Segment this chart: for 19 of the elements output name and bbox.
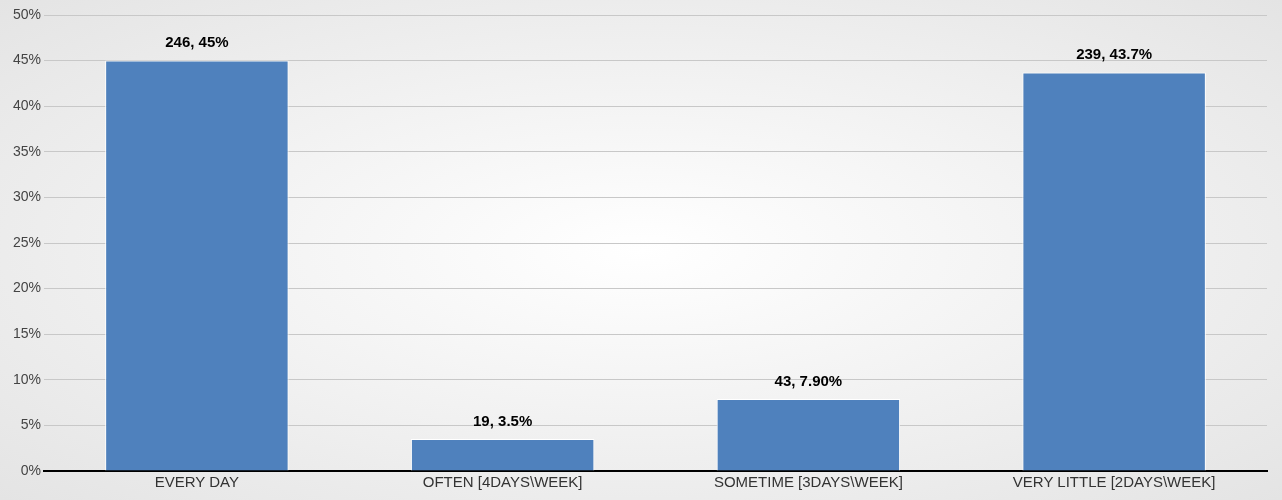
data-label: 239, 43.7% — [1076, 45, 1153, 63]
y-tick-label: 25% — [12, 233, 42, 250]
y-tick-label: 10% — [12, 370, 42, 387]
y-tick-label: 5% — [20, 416, 42, 433]
y-tick-label: 40% — [12, 97, 42, 114]
y-tick-label: 20% — [12, 279, 42, 296]
y-tick-label: 0% — [20, 461, 42, 478]
y-tick-label: 50% — [12, 5, 42, 22]
data-label: 19, 3.5% — [473, 411, 533, 429]
data-label: 43, 7.90% — [774, 371, 843, 389]
x-tick-label: OFTEN [4DAYS\WEEK] — [422, 473, 583, 491]
y-tick-label: 35% — [12, 142, 42, 159]
y-tick-label: 45% — [12, 51, 42, 68]
x-tick-label: VERY LITTLE [2DAYS\WEEK] — [1012, 473, 1216, 491]
x-tick-label: SOMETIME [3DAYS\WEEK] — [713, 473, 903, 491]
data-label: 246, 45% — [165, 33, 229, 51]
y-tick-label: 15% — [12, 325, 42, 342]
x-tick-label: EVERY DAY — [154, 473, 239, 491]
y-tick-label: 30% — [12, 188, 42, 205]
